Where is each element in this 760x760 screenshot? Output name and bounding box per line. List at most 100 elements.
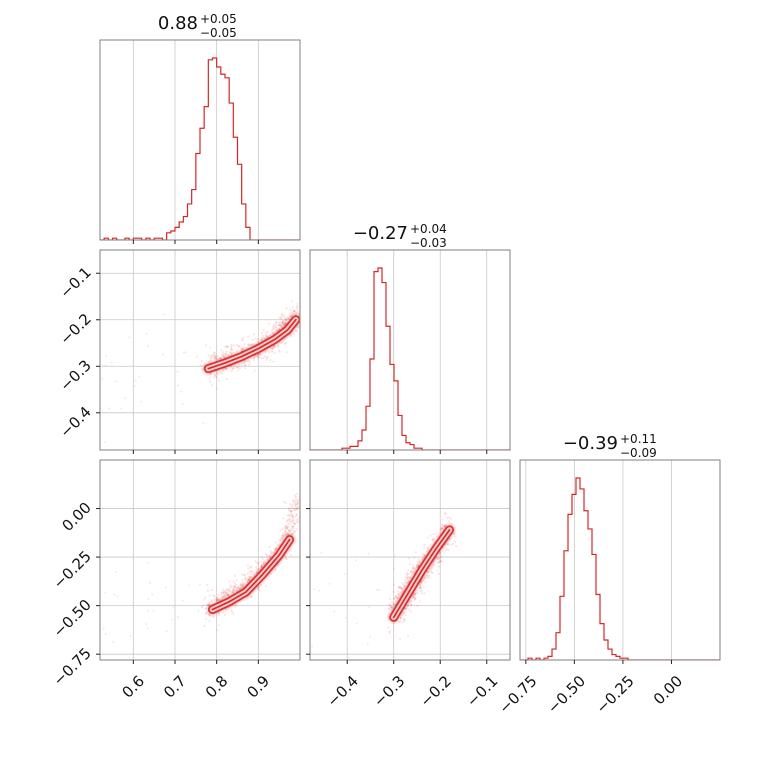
- sample-point: [425, 575, 428, 578]
- sample-point: [281, 320, 284, 324]
- sample-point: [246, 579, 250, 582]
- sample-point: [295, 312, 298, 315]
- sample-point: [296, 503, 299, 506]
- sample-point: [215, 599, 218, 602]
- sample-point: [223, 595, 227, 598]
- sample-point: [261, 338, 264, 341]
- sample-point: [289, 315, 293, 318]
- sample-point: [223, 352, 226, 356]
- sample-point: [287, 532, 290, 535]
- sample-point: [369, 635, 372, 638]
- sample-point: [271, 332, 274, 335]
- sample-point: [212, 594, 215, 597]
- sample-point: [239, 587, 242, 590]
- sample-point: [247, 564, 250, 567]
- panel-0-0: 0.88 +0.05−0.05: [99, 12, 301, 244]
- sample-point: [264, 331, 267, 334]
- sample-point: [295, 498, 298, 501]
- sample-point: [427, 569, 430, 573]
- sample-point: [283, 500, 286, 503]
- sample-point: [419, 587, 423, 590]
- sample-point: [391, 607, 394, 611]
- sample-point: [442, 524, 445, 528]
- sample-point: [224, 367, 228, 370]
- sample-point: [296, 499, 299, 503]
- sample-point: [256, 570, 259, 573]
- sample-point: [235, 588, 238, 591]
- sample-point: [284, 318, 288, 321]
- sample-point: [283, 323, 287, 326]
- sample-point: [232, 344, 235, 347]
- sample-point: [213, 598, 216, 601]
- sample-point: [426, 550, 429, 553]
- sample-point: [286, 519, 290, 522]
- sample-point: [437, 561, 440, 564]
- sample-point: [269, 550, 272, 553]
- sample-point: [443, 525, 447, 529]
- sample-point: [292, 332, 296, 336]
- sample-point: [433, 540, 436, 543]
- sample-point: [291, 525, 294, 528]
- sample-point: [210, 600, 213, 603]
- sample-point: [436, 557, 439, 560]
- sample-point: [245, 360, 248, 363]
- sample-point: [219, 356, 223, 359]
- sample-point: [280, 323, 284, 326]
- sample-point: [243, 343, 246, 346]
- sample-point: [429, 534, 432, 537]
- sample-point: [281, 321, 284, 324]
- sample-point: [215, 358, 218, 361]
- sample-point: [318, 589, 321, 592]
- sample-point: [214, 355, 218, 359]
- contour-line: [207, 318, 297, 370]
- sample-point: [262, 356, 265, 360]
- sample-point: [234, 605, 237, 608]
- sample-point: [237, 585, 240, 588]
- sample-point: [297, 325, 300, 328]
- sample-point: [229, 584, 232, 587]
- sample-point: [407, 569, 410, 572]
- sample-point: [394, 595, 397, 599]
- sample-point: [149, 581, 152, 584]
- sample-point: [262, 563, 265, 566]
- sample-point: [421, 552, 424, 555]
- sample-point: [231, 367, 234, 370]
- sample-point: [455, 544, 458, 548]
- sample-point: [286, 316, 289, 320]
- sample-point: [291, 514, 295, 517]
- sample-point: [448, 516, 451, 519]
- sample-point: [289, 512, 293, 516]
- sample-point: [285, 531, 288, 534]
- sample-point: [400, 586, 403, 589]
- sample-point: [271, 329, 274, 332]
- sample-point: [296, 306, 299, 309]
- sample-point: [255, 568, 258, 571]
- sample-point: [287, 528, 290, 532]
- sample-point: [419, 589, 422, 593]
- sample-point: [412, 596, 415, 599]
- sample-point: [410, 572, 413, 575]
- sample-point: [416, 591, 419, 594]
- sample-point: [451, 542, 454, 546]
- sample-point: [447, 542, 450, 546]
- sample-point: [414, 596, 417, 600]
- x-tick-label: 0.7: [160, 672, 190, 702]
- panel-2-2: −0.39 +0.11−0.09 −0.75 −0.50 −0.25 0.00: [495, 432, 721, 717]
- sample-point: [405, 614, 408, 617]
- sample-point: [258, 352, 261, 356]
- sample-point: [124, 397, 127, 400]
- sample-point: [415, 564, 418, 567]
- sample-point: [177, 384, 180, 387]
- sample-point: [280, 325, 283, 329]
- sample-point: [443, 526, 446, 529]
- sample-point: [315, 664, 317, 666]
- sample-point: [277, 349, 280, 352]
- sample-point: [297, 313, 300, 316]
- sample-point: [437, 572, 440, 575]
- sample-point: [212, 376, 215, 379]
- sample-point: [279, 317, 283, 320]
- sample-point: [280, 316, 283, 319]
- sample-point: [294, 503, 297, 507]
- sample-point: [248, 577, 251, 581]
- sample-point: [210, 588, 213, 591]
